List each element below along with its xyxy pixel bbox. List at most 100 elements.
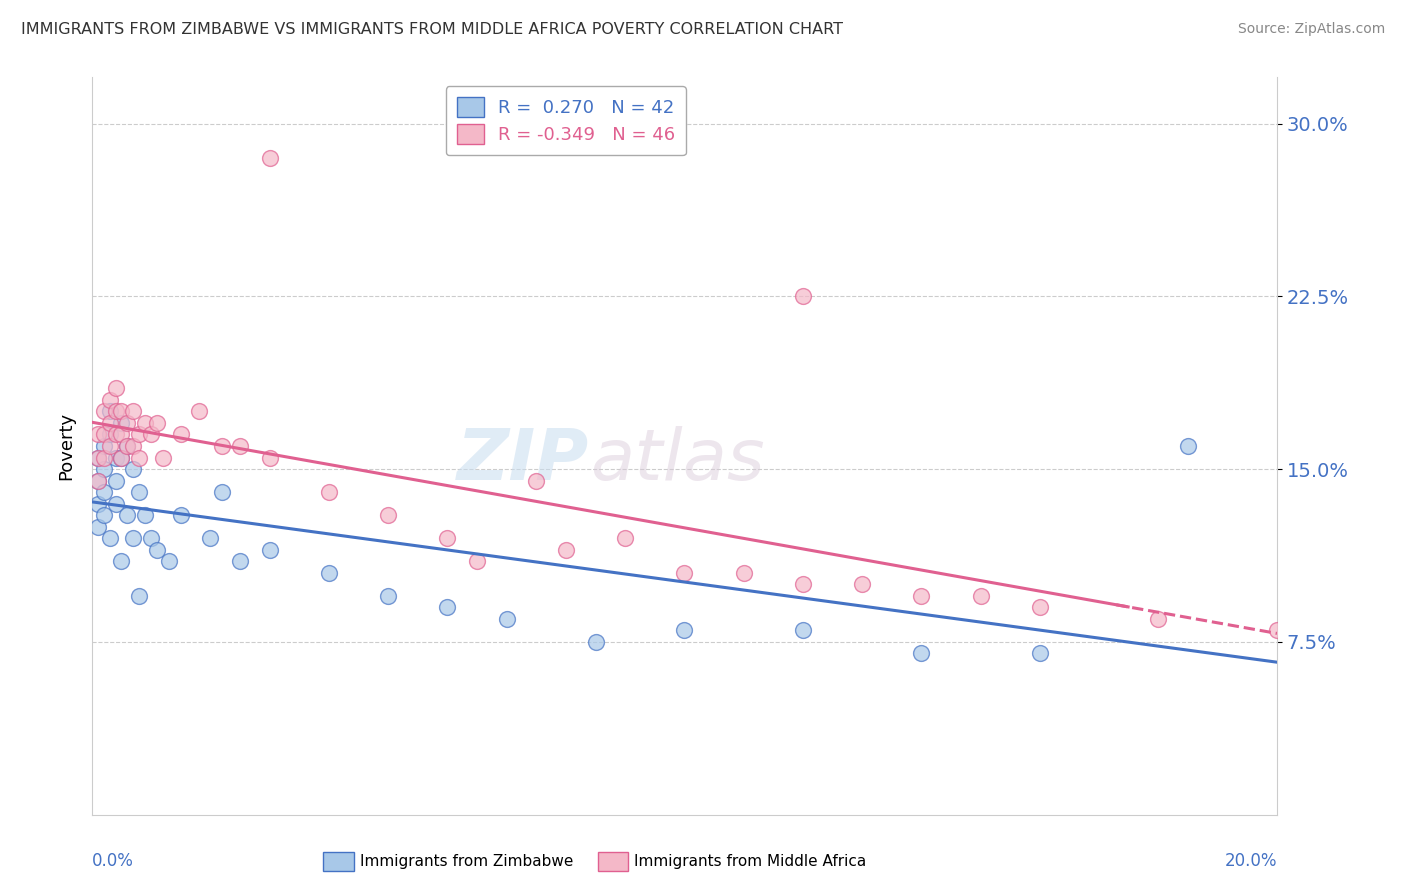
Point [733, 566, 755, 580]
Point [122, 439, 145, 453]
Point [1029, 646, 1052, 660]
Point [146, 542, 169, 557]
Point [117, 439, 139, 453]
Point [128, 450, 150, 465]
Point [211, 485, 233, 500]
Point [152, 450, 174, 465]
Point [134, 416, 156, 430]
Point [110, 450, 132, 465]
Point [377, 508, 399, 522]
Point [377, 589, 399, 603]
Point [170, 508, 193, 522]
Point [139, 427, 162, 442]
Point [87, 450, 110, 465]
Point [98, 439, 121, 453]
Point [792, 289, 814, 303]
Point [146, 416, 169, 430]
Y-axis label: Poverty: Poverty [58, 412, 75, 480]
Point [110, 404, 132, 418]
Text: Immigrants from Zimbabwe: Immigrants from Zimbabwe [360, 855, 574, 869]
Point [187, 404, 209, 418]
Point [87, 450, 110, 465]
Point [110, 554, 132, 568]
Point [1177, 439, 1199, 453]
Point [93, 439, 115, 453]
Point [87, 519, 110, 533]
Point [110, 450, 132, 465]
Point [87, 427, 110, 442]
Point [910, 589, 932, 603]
Point [93, 462, 115, 476]
Point [139, 531, 162, 545]
Text: Immigrants from Middle Africa: Immigrants from Middle Africa [634, 855, 866, 869]
Point [1265, 624, 1288, 638]
Point [104, 474, 127, 488]
Point [87, 474, 110, 488]
Point [554, 542, 576, 557]
Point [170, 427, 193, 442]
Point [436, 600, 458, 615]
Point [229, 439, 252, 453]
Point [98, 392, 121, 407]
Text: ZIP: ZIP [457, 426, 589, 495]
Point [524, 474, 547, 488]
Text: Source: ZipAtlas.com: Source: ZipAtlas.com [1237, 22, 1385, 37]
Point [128, 589, 150, 603]
Point [318, 485, 340, 500]
Point [614, 531, 637, 545]
Point [93, 450, 115, 465]
Point [93, 427, 115, 442]
Point [910, 646, 932, 660]
Point [200, 531, 222, 545]
Point [259, 542, 281, 557]
Point [110, 416, 132, 430]
Point [585, 635, 607, 649]
Point [673, 624, 696, 638]
Point [98, 404, 121, 418]
Point [93, 508, 115, 522]
Point [157, 554, 180, 568]
Point [110, 427, 132, 442]
Point [259, 151, 281, 165]
Point [128, 485, 150, 500]
Point [104, 404, 127, 418]
Point [98, 531, 121, 545]
Point [465, 554, 488, 568]
Point [229, 554, 252, 568]
Point [495, 612, 517, 626]
Point [87, 497, 110, 511]
Text: 20.0%: 20.0% [1225, 852, 1277, 870]
Point [122, 404, 145, 418]
Text: 0.0%: 0.0% [91, 852, 134, 870]
Point [1147, 612, 1170, 626]
Point [792, 577, 814, 591]
Point [436, 531, 458, 545]
Point [851, 577, 873, 591]
Point [104, 381, 127, 395]
Point [673, 566, 696, 580]
Point [970, 589, 993, 603]
Point [117, 439, 139, 453]
Point [792, 624, 814, 638]
Point [122, 531, 145, 545]
Point [87, 474, 110, 488]
Point [117, 416, 139, 430]
Point [318, 566, 340, 580]
Point [98, 427, 121, 442]
Text: atlas: atlas [589, 426, 765, 495]
Point [104, 450, 127, 465]
Point [259, 450, 281, 465]
Point [104, 427, 127, 442]
Point [93, 485, 115, 500]
Text: IMMIGRANTS FROM ZIMBABWE VS IMMIGRANTS FROM MIDDLE AFRICA POVERTY CORRELATION CH: IMMIGRANTS FROM ZIMBABWE VS IMMIGRANTS F… [21, 22, 844, 37]
Point [128, 427, 150, 442]
Point [117, 508, 139, 522]
Point [93, 404, 115, 418]
Legend: R =  0.270   N = 42, R = -0.349   N = 46: R = 0.270 N = 42, R = -0.349 N = 46 [446, 87, 686, 155]
Point [122, 462, 145, 476]
Point [98, 416, 121, 430]
Point [211, 439, 233, 453]
Point [1029, 600, 1052, 615]
Point [134, 508, 156, 522]
Point [104, 497, 127, 511]
